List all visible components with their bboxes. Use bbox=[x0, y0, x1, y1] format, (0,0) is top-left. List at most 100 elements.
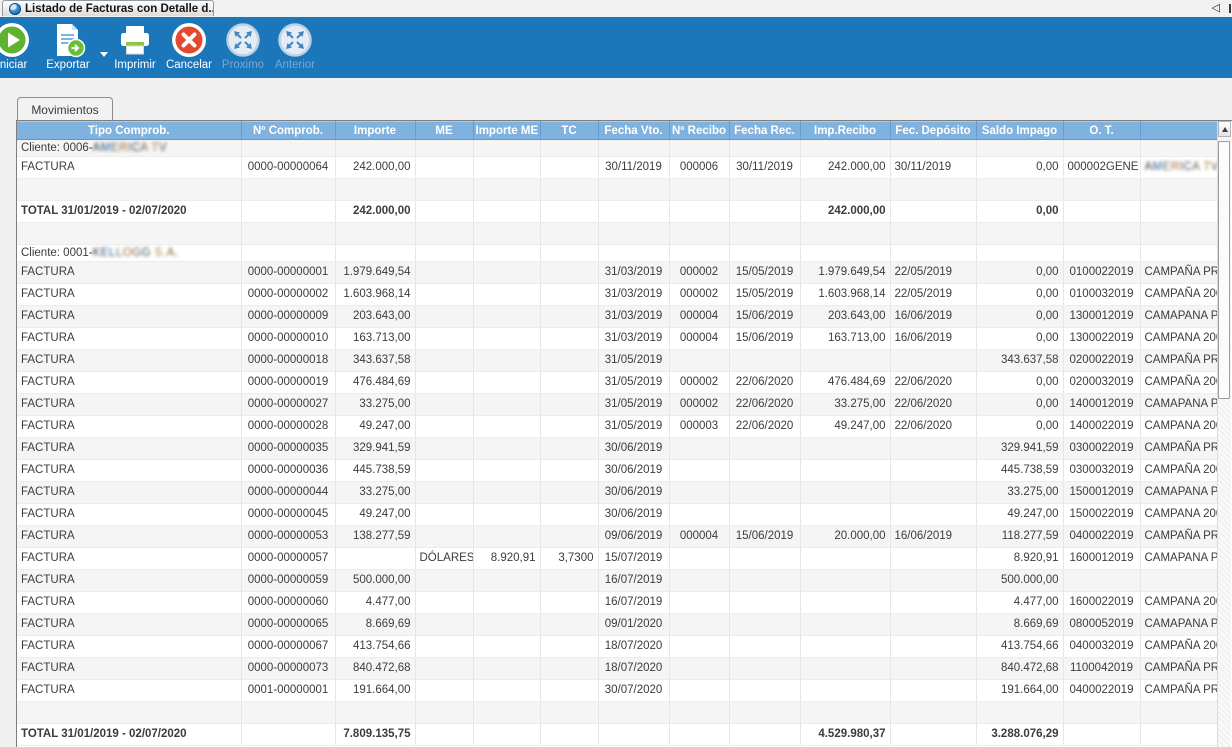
cell-fecha_rec bbox=[729, 657, 801, 680]
invoice-row[interactable]: FACTURA 0000-00000036 445.738,59 30/06/2019… bbox=[17, 459, 1219, 482]
invoice-row[interactable]: FACTURA 0000-00000035 329.941,59 30/06/2019… bbox=[17, 437, 1219, 460]
column-header-me[interactable]: ME bbox=[415, 121, 474, 140]
cell-tipo bbox=[17, 222, 242, 245]
invoice-row[interactable]: FACTURA 0000-00000001 1.979.649,54 31/03/20… bbox=[17, 261, 1219, 284]
scroll-up-arrow-icon[interactable] bbox=[1218, 121, 1231, 137]
invoice-row[interactable]: FACTURA 0000-00000059 500.000,00 16/07/2019… bbox=[17, 569, 1219, 592]
cell-fecha_rec bbox=[729, 178, 801, 201]
cell-tc bbox=[540, 200, 599, 223]
vertical-scrollbar[interactable] bbox=[1217, 121, 1231, 747]
cell-importe: 4.477,00 bbox=[335, 591, 416, 614]
invoice-row[interactable]: FACTURA 0000-00000073 840.472,68 18/07/2020… bbox=[17, 657, 1219, 680]
proximo-button[interactable]: Proximo bbox=[214, 22, 272, 71]
cell-imp_recibo bbox=[800, 222, 891, 245]
cell-fecha_rec bbox=[729, 349, 801, 372]
column-header-imp_recibo[interactable]: Imp.Recibo bbox=[800, 121, 891, 140]
cell-ot: 0400022019 bbox=[1063, 679, 1141, 702]
column-header-tipo[interactable]: Tipo Comprob. bbox=[17, 121, 242, 140]
cell-tipo: FACTURA bbox=[17, 156, 242, 179]
cell-extra: CAMPAÑA PRIME bbox=[1140, 679, 1219, 702]
column-header-ncomp[interactable]: Nº Comprob. bbox=[241, 121, 336, 140]
client-row[interactable]: Cliente: 0006-AMERICA TV bbox=[17, 139, 1219, 157]
invoice-row[interactable]: FACTURA 0000-00000044 33.275,00 30/06/2019 3… bbox=[17, 481, 1219, 504]
cell-saldo: 0,00 bbox=[976, 261, 1064, 284]
window-tab[interactable]: Listado de Facturas con Detalle d... bbox=[2, 0, 214, 16]
invoice-row[interactable]: FACTURA 0000-00000053 138.277,59 09/06/2019… bbox=[17, 525, 1219, 548]
column-header-fecha_rec[interactable]: Fecha Rec. bbox=[729, 121, 801, 140]
cell-fecha_vto bbox=[598, 200, 670, 223]
cell-fec_deposito: 22/06/2020 bbox=[890, 393, 977, 416]
cell-saldo: 8.920,91 bbox=[976, 547, 1064, 570]
total-row[interactable]: TOTAL 31/01/2019 - 02/07/2020 7.809.135,7… bbox=[17, 723, 1219, 746]
cell-fecha_vto: 31/03/2019 bbox=[598, 283, 670, 306]
column-header-ot[interactable]: O. T. bbox=[1063, 121, 1141, 140]
invoice-row[interactable]: FACTURA 0000-00000027 33.275,00 31/05/2019 0… bbox=[17, 393, 1219, 416]
column-header-importe[interactable]: Importe bbox=[335, 121, 416, 140]
cell-ot: 1100042019 bbox=[1063, 657, 1141, 680]
cell-fecha_rec bbox=[729, 459, 801, 482]
column-header-tc[interactable]: TC bbox=[540, 121, 599, 140]
tab-scroll-left-icon[interactable]: ◁ bbox=[1211, 2, 1220, 14]
cell-extra: CAMPAÑA PRIME bbox=[1140, 261, 1219, 284]
cell-importe_me bbox=[473, 305, 541, 328]
invoice-row[interactable]: FACTURA 0000-00000045 49.247,00 30/06/2019 4… bbox=[17, 503, 1219, 526]
cell-importe: 33.275,00 bbox=[335, 481, 416, 504]
cell-ot: 1300012019 bbox=[1063, 305, 1141, 328]
cell-fecha_vto bbox=[598, 222, 670, 245]
invoice-row[interactable]: FACTURA 0000-00000065 8.669,69 09/01/2020 8.… bbox=[17, 613, 1219, 636]
cell-tipo: FACTURA bbox=[17, 349, 242, 372]
scrollbar-thumb[interactable] bbox=[1218, 141, 1230, 399]
empty-row[interactable] bbox=[17, 701, 1219, 724]
cell-nrecibo bbox=[669, 222, 730, 245]
cell-ncomp bbox=[241, 222, 336, 245]
cell-fecha_vto: 16/07/2019 bbox=[598, 569, 670, 592]
cell-imp_recibo bbox=[800, 679, 891, 702]
cancelar-button[interactable]: Cancelar bbox=[160, 22, 218, 71]
column-header-nrecibo[interactable]: Nº Recibo bbox=[669, 121, 730, 140]
total-row[interactable]: TOTAL 31/01/2019 - 02/07/2020 242.000,00 2… bbox=[17, 200, 1219, 223]
invoice-row[interactable]: FACTURA 0000-00000009 203.643,00 31/03/2019… bbox=[17, 305, 1219, 328]
invoice-row[interactable]: FACTURA 0001-00000001 191.664,00 30/07/2020… bbox=[17, 679, 1219, 702]
invoice-row[interactable]: FACTURA 0000-00000028 49.247,00 31/05/2019 0… bbox=[17, 415, 1219, 438]
cell-importe: 49.247,00 bbox=[335, 415, 416, 438]
exportar-button[interactable]: Exportar bbox=[38, 22, 108, 71]
imprimir-button[interactable]: Imprimir bbox=[106, 22, 164, 71]
cell-fecha_vto: 30/06/2019 bbox=[598, 503, 670, 526]
cell-tc bbox=[540, 437, 599, 460]
dropdown-caret-icon[interactable] bbox=[100, 52, 108, 57]
cell-saldo: 4.477,00 bbox=[976, 591, 1064, 614]
cell-ot: 1400022019 bbox=[1063, 415, 1141, 438]
invoice-row[interactable]: FACTURA 0000-00000002 1.603.968,14 31/03/20… bbox=[17, 283, 1219, 306]
cell-imp_recibo bbox=[800, 503, 891, 526]
cell-fecha_rec: 22/06/2020 bbox=[729, 393, 801, 416]
invoice-row[interactable]: FACTURA 0000-00000057 DÓLARES 8.920,91 3,730… bbox=[17, 547, 1219, 570]
cell-ot: 0200032019 bbox=[1063, 371, 1141, 394]
tab-movimientos[interactable]: Movimientos bbox=[17, 97, 113, 121]
anterior-button[interactable]: Anterior bbox=[266, 22, 324, 71]
empty-row[interactable] bbox=[17, 178, 1219, 201]
cell-nrecibo: 000002 bbox=[669, 283, 730, 306]
cell-saldo: 33.275,00 bbox=[976, 481, 1064, 504]
iniciar-button[interactable]: Iniciar bbox=[0, 22, 41, 71]
cell-tipo: TOTAL 31/01/2019 - 02/07/2020 bbox=[17, 723, 242, 746]
cell-ot: 1500022019 bbox=[1063, 503, 1141, 526]
invoice-row[interactable]: FACTURA 0000-00000018 343.637,58 31/05/2019… bbox=[17, 349, 1219, 372]
column-header-fecha_vto[interactable]: Fecha Vto. bbox=[598, 121, 670, 140]
invoice-row[interactable]: FACTURA 0000-00000010 163.713,00 31/03/2019… bbox=[17, 327, 1219, 350]
column-header-saldo[interactable]: Saldo Impago bbox=[976, 121, 1064, 140]
cell-fec_deposito: 22/05/2019 bbox=[890, 283, 977, 306]
cell-tipo: FACTURA bbox=[17, 305, 242, 328]
cell-tc bbox=[540, 156, 599, 179]
invoice-row[interactable]: FACTURA 0000-00000064 242.000,00 30/11/2019… bbox=[17, 156, 1219, 179]
column-header-fec_deposito[interactable]: Fec. Depósito bbox=[890, 121, 977, 140]
column-header-extra[interactable] bbox=[1140, 121, 1219, 140]
cell-saldo: 118.277,59 bbox=[976, 525, 1064, 548]
empty-row[interactable] bbox=[17, 222, 1219, 245]
invoice-row[interactable]: FACTURA 0000-00000060 4.477,00 16/07/2019 4.… bbox=[17, 591, 1219, 614]
client-row[interactable]: Cliente: 0001-KELLOGG S.A. bbox=[17, 244, 1219, 262]
cell-fecha_vto: 30/06/2019 bbox=[598, 481, 670, 504]
invoice-row[interactable]: FACTURA 0000-00000019 476.484,69 31/05/2019… bbox=[17, 371, 1219, 394]
invoice-row[interactable]: FACTURA 0000-00000067 413.754,66 18/07/2020… bbox=[17, 635, 1219, 658]
cell-extra bbox=[1140, 222, 1219, 245]
column-header-importe_me[interactable]: Importe ME bbox=[473, 121, 541, 140]
